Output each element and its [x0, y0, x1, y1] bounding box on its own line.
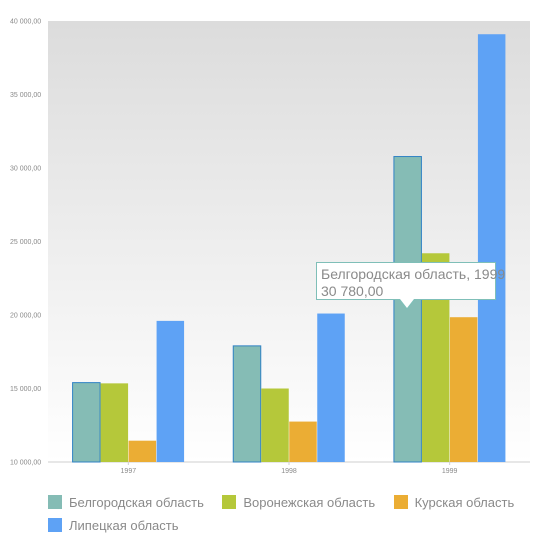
x-tick-label: 1998 — [281, 468, 297, 475]
x-tick-label: 1997 — [121, 468, 137, 475]
tooltip-value: 30 780,00 — [321, 283, 384, 299]
legend-label: Воронежская область — [243, 494, 376, 510]
legend-item-belgorod[interactable]: Белгородская область — [48, 493, 204, 511]
legend-item-voronezh[interactable]: Воронежская область — [222, 493, 375, 511]
legend-item-lipetsk[interactable]: Липецкая область — [48, 516, 179, 534]
bars — [72, 34, 506, 463]
x-tick-label: 1999 — [442, 468, 458, 475]
y-tick-label: 40 000,00 — [10, 19, 41, 26]
bar[interactable] — [232, 345, 262, 463]
tooltip-title: Белгородская область, 1999 — [321, 266, 506, 282]
y-tick-label: 25 000,00 — [10, 239, 41, 246]
tooltip-arrow — [400, 299, 414, 308]
y-tick-label: 35 000,00 — [10, 92, 41, 99]
y-tick-label: 15 000,00 — [10, 386, 41, 393]
legend-swatch — [48, 495, 62, 509]
legend-label: Белгородская область — [69, 494, 204, 510]
bar[interactable] — [289, 421, 317, 462]
bar[interactable] — [128, 440, 157, 462]
y-axis-ticks: 10 000,00 15 000,00 20 000,00 25 000,00 30 0… — [10, 19, 41, 467]
plot-background — [48, 21, 530, 462]
legend-item-kursk[interactable]: Курская область — [393, 493, 515, 511]
legend-label: Липецкая область — [69, 517, 179, 533]
bar[interactable] — [261, 388, 289, 463]
legend: Белгородская область Воронежская область… — [48, 493, 538, 539]
x-axis-ticks: 1997 1998 1999 — [121, 462, 458, 475]
legend-swatch — [48, 518, 62, 532]
y-tick-label: 30 000,00 — [10, 166, 41, 173]
y-tick-label: 20 000,00 — [10, 313, 41, 320]
bar[interactable] — [477, 34, 506, 462]
legend-swatch — [222, 495, 237, 509]
legend-swatch — [393, 495, 408, 509]
bar[interactable] — [100, 383, 129, 462]
bar[interactable] — [156, 320, 185, 462]
bar[interactable] — [449, 317, 478, 462]
tooltip: Белгородская область, 1999 30 780,00 — [316, 262, 506, 300]
bar[interactable] — [72, 382, 101, 463]
legend-label: Курская область — [414, 494, 515, 510]
bar[interactable] — [317, 313, 345, 462]
y-tick-label: 10 000,00 — [10, 460, 41, 467]
